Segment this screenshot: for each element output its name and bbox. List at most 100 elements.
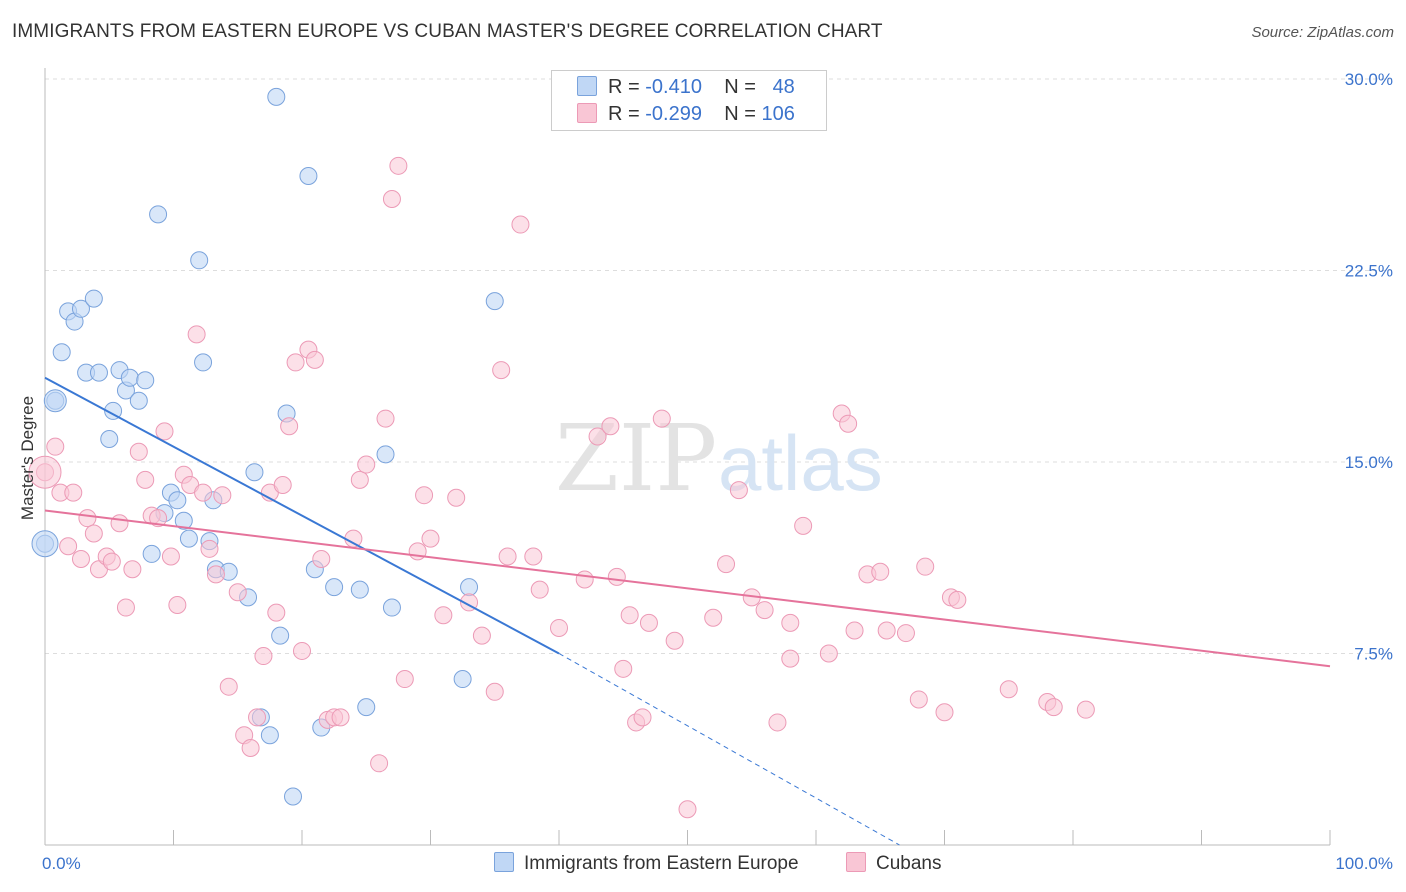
data-point-cubans [1044,698,1063,717]
bottom-legend-swatch-blue [494,852,514,872]
data-point-cubans [331,708,350,727]
data-point-eastern-europe [284,787,303,806]
data-point-cubans [819,644,838,663]
data-point-eastern-europe [382,598,401,617]
data-point-cubans [639,613,658,632]
data-point-cubans [350,470,369,489]
y-tick-label: 30.0% [1345,70,1393,89]
bottom-legend-swatch-pink [846,852,866,872]
data-point-cubans [293,641,311,660]
data-point-cubans [273,475,292,494]
data-point-eastern-europe [271,626,290,645]
data-point-cubans [200,539,219,558]
data-point-eastern-europe [149,205,168,224]
data-point-cubans [286,353,305,372]
data-point-eastern-europe [104,401,123,420]
data-point-cubans [102,552,121,571]
data-point-cubans [434,606,453,625]
trend-lines [44,376,1331,846]
legend-r-label: R = [608,76,640,98]
data-point-eastern-europe [350,580,369,599]
data-point-cubans [161,547,180,566]
data-point-eastern-europe [129,391,148,410]
bottom-legend-eastern-europe: Immigrants from Eastern Europe [494,852,799,875]
legend-swatch-blue [577,76,597,96]
data-point-cubans [187,325,206,344]
watermark-zip: ZIP [555,405,717,512]
data-point-cubans [614,659,633,678]
data-point-cubans [136,470,155,489]
chart-title: IMMIGRANTS FROM EASTERN EUROPE VS CUBAN … [12,21,883,42]
data-point-cubans [871,562,890,581]
bottom-legend-label: Cubans [876,853,942,874]
data-point-eastern-europe [179,529,198,548]
series-cubans-points [28,156,1095,819]
legend-swatch-pink [577,103,597,123]
data-point-cubans [59,537,78,556]
data-point-eastern-europe [357,698,376,717]
data-point-cubans [206,565,225,584]
bottom-legend-label: Immigrants from Eastern Europe [524,853,799,874]
data-point-cubans [877,621,896,640]
data-point-eastern-europe [376,445,395,464]
data-point-cubans [254,647,273,666]
data-point-cubans [168,595,187,614]
data-point-cubans [46,437,65,456]
data-point-cubans [575,570,594,589]
data-point-cubans [633,708,652,727]
data-point-cubans [601,417,620,436]
data-point-eastern-europe [299,167,318,186]
data-point-eastern-europe [120,368,139,387]
data-point-eastern-europe [43,389,67,413]
data-point-cubans [110,514,129,533]
legend-n-value: 48 [772,76,795,98]
data-point-eastern-europe [485,292,504,311]
tick-labels: 7.5% 15.0% 22.5% 30.0% 0.0% 100.0% [42,70,1393,873]
data-point-eastern-europe [267,87,286,106]
data-point-cubans [588,427,607,446]
data-point-cubans [267,603,286,622]
data-point-cubans [344,529,363,548]
data-point-eastern-europe [168,491,187,510]
data-point-cubans [71,550,90,569]
data-point-cubans [123,560,142,579]
data-point-cubans [305,350,324,369]
data-point-cubans [755,601,774,620]
data-point-cubans [248,708,267,727]
data-point-cubans [839,414,858,433]
data-point-cubans [768,713,787,732]
data-point-cubans [395,670,414,689]
data-point-cubans [312,550,331,569]
data-point-eastern-europe [460,578,479,597]
data-point-cubans [717,555,736,574]
data-point-eastern-europe [190,251,209,270]
data-point-eastern-europe [260,726,279,745]
data-point-eastern-europe [136,371,155,390]
correlation-legend: R = -0.410 N = 48 R = -0.299 N = 106 [551,70,827,131]
data-point-eastern-europe [100,430,119,449]
y-tick-label: 22.5% [1345,262,1393,281]
data-point-cubans [213,486,232,505]
data-point-cubans [28,455,62,489]
data-point-cubans [607,567,626,586]
data-point-eastern-europe [245,463,264,482]
data-point-cubans [78,509,97,528]
trend-line-cubans [44,509,1331,668]
data-point-cubans [498,547,517,566]
legend-n-label: N = [724,76,756,98]
x-tick-label-max: 100.0% [1335,854,1393,873]
data-point-eastern-europe [84,289,103,308]
y-tick-label: 7.5% [1354,645,1393,664]
data-point-eastern-europe [453,670,472,689]
data-point-cubans [794,516,813,535]
data-point-cubans [149,509,168,528]
data-point-cubans [472,626,491,645]
y-tick-label: 15.0% [1345,453,1393,472]
data-point-eastern-europe [174,511,193,530]
data-point-cubans [704,608,723,627]
data-point-cubans [1076,700,1095,719]
data-point-cubans [84,524,103,543]
data-point-cubans [219,677,238,696]
data-point-cubans [896,624,915,643]
